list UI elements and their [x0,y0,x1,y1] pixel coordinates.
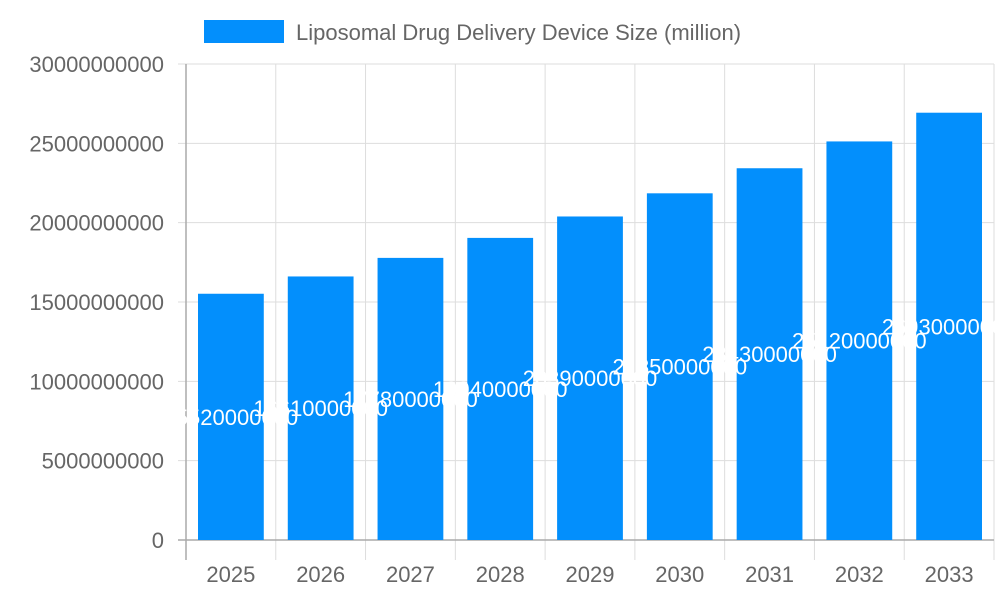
data-label: 19040000000 [433,377,568,402]
legend-label: Liposomal Drug Delivery Device Size (mil… [296,20,741,45]
x-tick-label: 2025 [206,562,255,587]
bar [646,193,713,540]
x-tick-label: 2028 [476,562,525,587]
data-label: 26930000000 [882,314,1000,339]
bar [377,257,444,540]
bar [826,141,893,541]
bar [916,112,982,540]
y-tick-label: 5000000000 [42,449,164,474]
bar [736,168,803,540]
bar [287,276,354,540]
bar [198,293,264,540]
x-tick-label: 2032 [835,562,884,587]
x-tick-label: 2029 [566,562,615,587]
y-tick-label: 20000000000 [29,211,164,236]
data-label: 16610000000 [253,396,388,421]
x-tick-label: 2031 [745,562,794,587]
data-label: 15520000000 [164,405,299,430]
x-tick-label: 2030 [655,562,704,587]
data-label: 17780000000 [343,387,478,412]
y-tick-label: 25000000000 [29,131,164,156]
data-label: 23430000000 [702,342,837,367]
y-tick-label: 0 [152,528,164,553]
y-tick-label: 30000000000 [29,52,164,77]
bar [557,216,623,540]
x-tick-label: 2027 [386,562,435,587]
y-tick-label: 15000000000 [29,290,164,315]
data-label: 20390000000 [523,366,658,391]
data-label: 21850000000 [612,355,747,380]
y-tick-label: 10000000000 [29,369,164,394]
bar [467,237,534,540]
x-tick-label: 2033 [925,562,974,587]
x-tick-label: 2026 [296,562,345,587]
legend-swatch [204,20,284,43]
data-label: 25120000000 [792,329,927,354]
